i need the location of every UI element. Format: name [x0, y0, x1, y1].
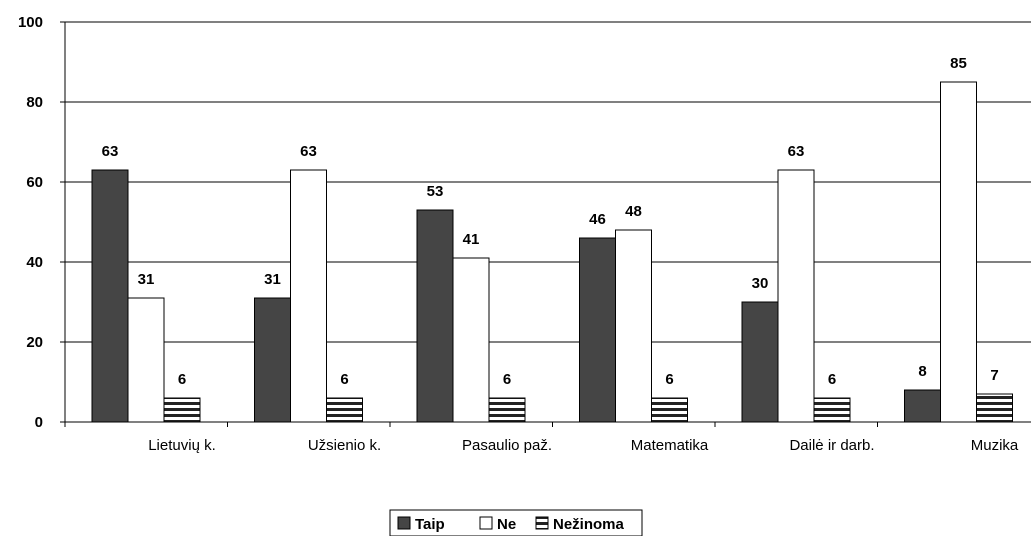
data-label: 46 — [589, 211, 606, 228]
x-category-label: Dailė ir darb. — [789, 437, 874, 454]
legend-label: Taip — [415, 516, 445, 533]
data-label: 6 — [178, 371, 186, 388]
bar-taip-1 — [254, 297, 291, 423]
bar-ne-3 — [615, 229, 652, 423]
legend-swatch-ne-inoma — [535, 516, 549, 530]
bar-ne-1 — [290, 169, 327, 423]
y-tick-label: 20 — [26, 334, 43, 351]
legend-swatch-ne — [479, 516, 493, 530]
data-label: 7 — [990, 367, 998, 384]
y-tick-label: 40 — [26, 254, 43, 271]
bar-taip-5 — [904, 389, 941, 423]
bar-ne-0 — [127, 297, 165, 423]
data-label: 6 — [828, 371, 836, 388]
bar-ne-inoma-3 — [651, 397, 688, 423]
y-tick-label: 60 — [26, 174, 43, 191]
bar-ne-4 — [777, 169, 815, 423]
x-category-label: Pasaulio paž. — [462, 437, 552, 454]
bar-ne-inoma-2 — [488, 397, 526, 423]
bars — [91, 81, 1013, 423]
data-label: 31 — [138, 271, 155, 288]
legend: Taip Ne Nežinoma — [389, 509, 643, 536]
x-category-label: Užsienio k. — [308, 437, 381, 454]
legend-box — [389, 509, 643, 536]
data-label: 8 — [918, 363, 926, 380]
data-label: 41 — [463, 231, 480, 248]
data-label: 30 — [752, 275, 769, 292]
legend-label: Nežinoma — [553, 516, 625, 533]
data-label: 48 — [625, 203, 642, 220]
x-category-label: Matematika — [631, 437, 709, 454]
data-labels: 63 31 6 31 63 6 53 41 6 46 48 6 30 63 6 8 85 7 — [102, 55, 999, 388]
y-tick-label: 80 — [26, 94, 43, 111]
data-label: 6 — [340, 371, 348, 388]
x-category-label: Muzika — [971, 437, 1019, 454]
bar-ne-inoma-5 — [976, 393, 1013, 423]
data-label: 85 — [950, 55, 967, 72]
axes: 0 20 40 60 80 100 Lietuvių k. Užsienio k. Pasaul… — [18, 14, 1031, 454]
bar-ne-5 — [940, 81, 977, 423]
data-label: 63 — [300, 143, 317, 160]
data-label: 6 — [665, 371, 673, 388]
bar-ne-inoma-0 — [163, 397, 201, 423]
legend-swatch-taip — [397, 516, 411, 530]
data-label: 63 — [788, 143, 805, 160]
gridlines — [65, 21, 1031, 343]
data-label: 31 — [264, 271, 281, 288]
bar-ne-inoma-4 — [813, 397, 851, 423]
legend-label: Ne — [497, 516, 516, 533]
x-category-label: Lietuvių k. — [148, 437, 216, 454]
bar-taip-3 — [579, 237, 616, 423]
bar-taip-2 — [416, 209, 454, 423]
bar-ne-2 — [452, 257, 490, 423]
y-tick-label: 0 — [35, 414, 43, 431]
data-label: 6 — [503, 371, 511, 388]
y-tick-label: 100 — [18, 14, 43, 31]
data-label: 53 — [427, 183, 444, 200]
bar-taip-0 — [91, 169, 129, 423]
bar-taip-4 — [741, 301, 779, 423]
data-label: 63 — [102, 143, 119, 160]
bar-ne-inoma-1 — [326, 397, 363, 423]
